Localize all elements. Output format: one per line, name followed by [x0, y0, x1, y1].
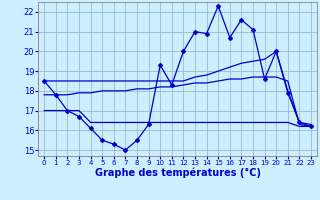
- X-axis label: Graphe des températures (°C): Graphe des températures (°C): [95, 168, 260, 178]
